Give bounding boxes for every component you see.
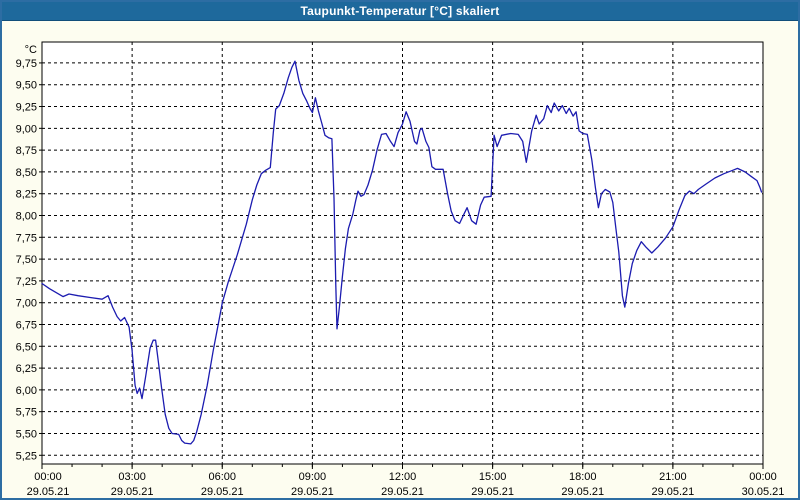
x-tick-time-label: 18:00 bbox=[569, 471, 597, 483]
x-tick-date-label: 29.05.21 bbox=[471, 486, 514, 498]
x-tick-date-label: 29.05.21 bbox=[651, 486, 694, 498]
plot-border bbox=[41, 41, 764, 465]
x-tick-date-label: 29.05.21 bbox=[27, 486, 70, 498]
y-tick-label: 9,75 bbox=[16, 58, 37, 70]
y-tick-label: 9,50 bbox=[16, 80, 37, 92]
y-tick-label: 5,25 bbox=[16, 450, 37, 462]
y-tick-label: 7,50 bbox=[16, 254, 37, 266]
y-tick-label: 7,75 bbox=[16, 232, 37, 244]
x-tick-time-label: 09:00 bbox=[299, 471, 327, 483]
chart-canvas: 5,25 5,50 5,75 6,00 6,25 6,50 6,75 7,00 7,25 7,50… bbox=[16, 41, 785, 498]
x-tick-date-label: 29.05.21 bbox=[111, 486, 154, 498]
y-tick-label: 6,50 bbox=[16, 341, 37, 353]
y-tick-label: 9,00 bbox=[16, 123, 37, 135]
y-tick-label: 6,00 bbox=[16, 385, 37, 397]
y-tick-label: 7,00 bbox=[16, 298, 37, 310]
y-tick-label: 8,50 bbox=[16, 167, 37, 179]
x-tick-date-label: 30.05.21 bbox=[742, 486, 785, 498]
y-tick-label: 5,50 bbox=[16, 428, 37, 440]
y-tick-label: 7,25 bbox=[16, 276, 37, 288]
y-tick-label: 8,00 bbox=[16, 211, 37, 223]
x-tick-time-label: 12:00 bbox=[389, 471, 417, 483]
x-tick-time-label: 15:00 bbox=[479, 471, 507, 483]
y-tick-label: 8,75 bbox=[16, 145, 37, 157]
x-tick-time-label: 03:00 bbox=[118, 471, 146, 483]
x-tick-date-label: 29.05.21 bbox=[201, 486, 244, 498]
x-tick-date-label: 29.05.21 bbox=[381, 486, 424, 498]
chart-area: 5,25 5,50 5,75 6,00 6,25 6,50 6,75 7,00 7,25 7,50… bbox=[2, 21, 798, 498]
y-tick-label: 8,25 bbox=[16, 189, 37, 201]
chart-title-bar: Taupunkt-Temperatur [°C] skaliert bbox=[2, 2, 798, 21]
x-tick-date-label: 29.05.21 bbox=[291, 486, 334, 498]
x-tick-time-label: 06:00 bbox=[208, 471, 236, 483]
x-tick-date-label: 29.05.21 bbox=[561, 486, 604, 498]
x-tick-time-label: 00:00 bbox=[34, 471, 62, 483]
chart-title: Taupunkt-Temperatur [°C] skaliert bbox=[300, 4, 500, 18]
y-tick-label: 5,75 bbox=[16, 407, 37, 419]
y-tick-label: 6,75 bbox=[16, 319, 37, 331]
y-tick-label: 6,25 bbox=[16, 363, 37, 375]
y-axis-unit-label: °C bbox=[25, 44, 37, 56]
series-line bbox=[41, 60, 763, 445]
y-tick-label: 9,25 bbox=[16, 102, 37, 114]
x-tick-time-label: 21:00 bbox=[659, 471, 687, 483]
x-tick-time-label: 00:00 bbox=[749, 471, 777, 483]
